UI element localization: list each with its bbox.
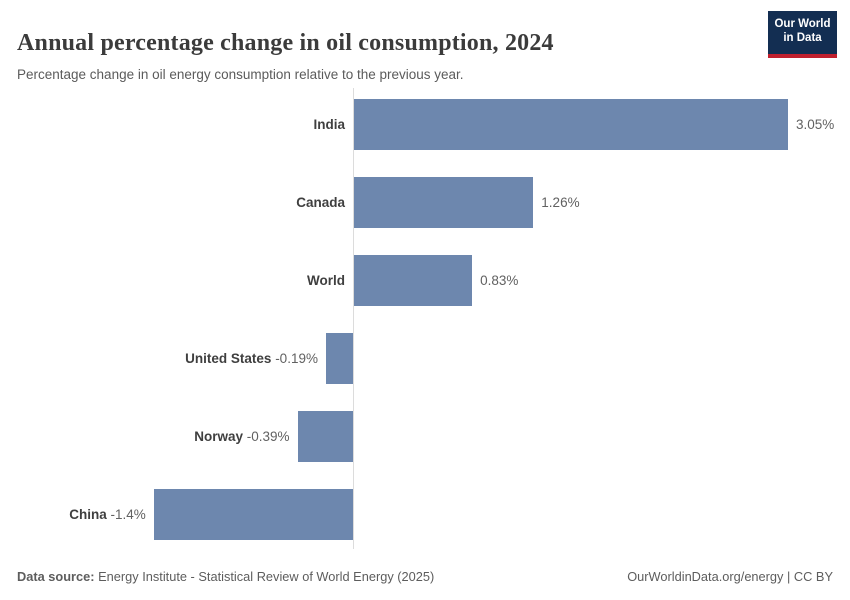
page-subtitle: Percentage change in oil energy consumpt… xyxy=(17,66,464,82)
entity-label: India xyxy=(313,117,345,132)
footer-datasource: Data source: Energy Institute - Statisti… xyxy=(17,569,434,584)
bar-china[interactable] xyxy=(153,489,353,540)
bar-canada[interactable] xyxy=(354,177,534,228)
owid-logo-line1: Our World xyxy=(774,18,831,30)
value-label: -1.4% xyxy=(110,507,146,522)
datasource-label: Data source: xyxy=(17,569,95,584)
entity-label: Canada xyxy=(296,195,345,210)
entity-label: World xyxy=(307,273,345,288)
owid-logo[interactable]: Our World in Data xyxy=(768,11,837,58)
footer-license-link[interactable]: OurWorldinData.org/energy | CC BY xyxy=(627,569,833,584)
entity-label: China -1.4% xyxy=(69,507,146,522)
page-title: Annual percentage change in oil consumpt… xyxy=(17,30,554,57)
entity-label: United States -0.19% xyxy=(185,351,318,366)
bar-world[interactable] xyxy=(354,255,473,306)
owid-logo-line2: in Data xyxy=(783,32,822,45)
value-label: 0.83% xyxy=(480,273,519,288)
value-label: 1.26% xyxy=(541,195,580,210)
value-label: 3.05% xyxy=(796,117,835,132)
datasource-text: Energy Institute - Statistical Review of… xyxy=(94,569,435,584)
value-label: -0.39% xyxy=(246,429,290,444)
bar-united-states[interactable] xyxy=(325,333,353,384)
bar-norway[interactable] xyxy=(297,411,353,462)
bar-india[interactable] xyxy=(354,99,788,150)
entity-label: Norway -0.39% xyxy=(194,429,290,444)
zero-axis-line xyxy=(353,88,354,549)
value-label: -0.19% xyxy=(275,351,318,366)
